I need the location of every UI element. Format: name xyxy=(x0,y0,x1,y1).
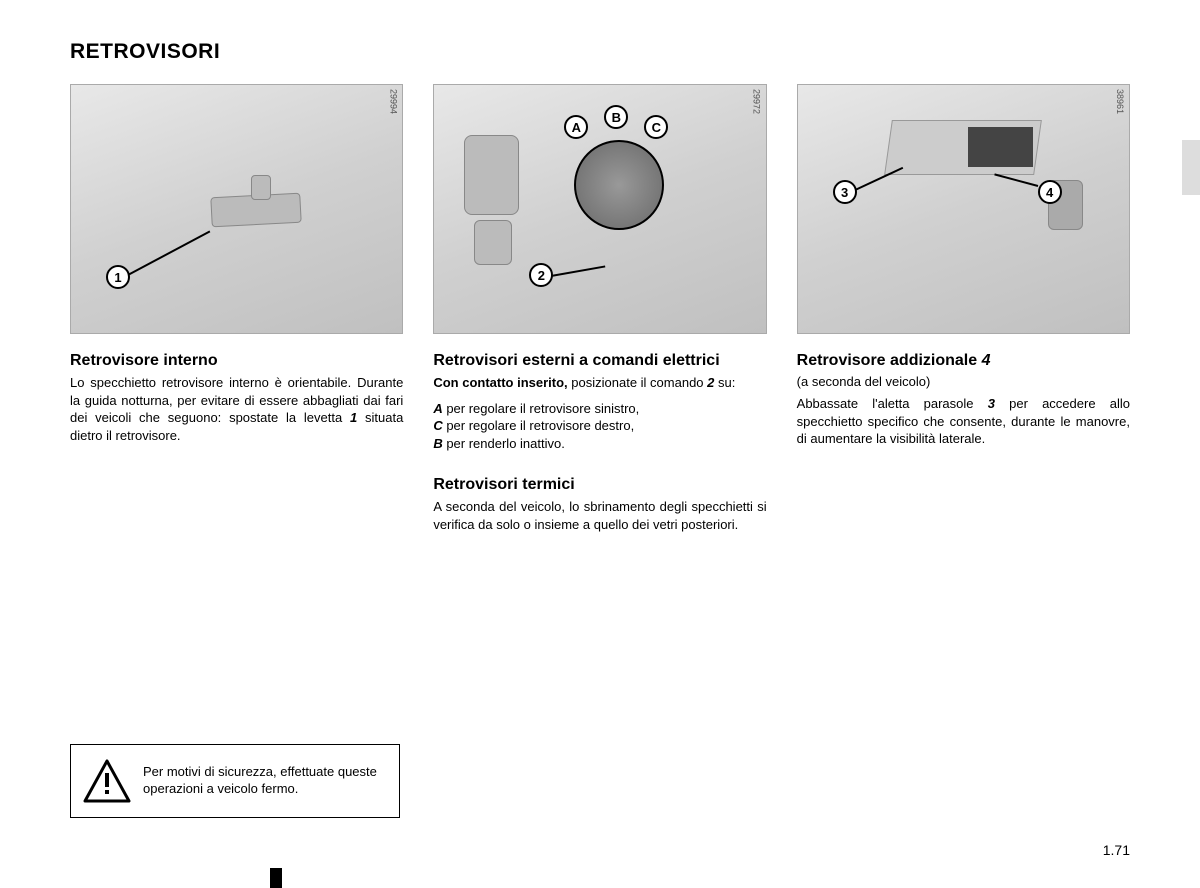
callout-3: 3 xyxy=(833,180,857,204)
ref-B: B xyxy=(433,436,442,451)
col2-lead-bold: Con contatto inserito, xyxy=(433,375,567,390)
figure-3-code: 38961 xyxy=(1115,89,1125,114)
col2-lead-end: su: xyxy=(714,375,735,390)
txt-C: per regolare il retrovisore destro, xyxy=(443,418,634,433)
column-2: 29972 A B C 2 Retrovisori esterni a coma… xyxy=(433,84,766,541)
column-3: 38961 3 4 Retrovisore addizionale 4 (a s… xyxy=(797,84,1130,541)
col2-heading1: Retrovisori esterni a comandi elettrici xyxy=(433,352,766,370)
col3-body-a: Abbassate l'aletta parasole xyxy=(797,396,988,411)
col3-heading: Retrovisore addizionale 4 xyxy=(797,352,1130,370)
page-side-tab xyxy=(1182,140,1200,195)
bottom-tick xyxy=(270,868,282,888)
warning-icon xyxy=(83,759,131,803)
col1-body: Lo specchietto retrovisore interno è ori… xyxy=(70,374,403,444)
figure-2: 29972 A B C 2 xyxy=(433,84,766,334)
txt-B: per renderlo inattivo. xyxy=(443,436,565,451)
callout-B: B xyxy=(604,105,628,129)
ref-A: A xyxy=(433,401,442,416)
page-title: RETROVISORI xyxy=(70,40,1130,64)
figure-1: 29994 1 xyxy=(70,84,403,334)
callout-C: C xyxy=(644,115,668,139)
warning-box: Per motivi di sicurezza, effettuate ques… xyxy=(70,744,400,818)
content-columns: 29994 1 Retrovisore interno Lo specchiet… xyxy=(70,84,1130,541)
col3-heading-ref: 4 xyxy=(982,352,991,369)
col3-body-ref: 3 xyxy=(988,396,995,411)
col3-sub: (a seconda del veicolo) xyxy=(797,374,1130,389)
figure-3: 38961 3 4 xyxy=(797,84,1130,334)
col2-line-c: C per regolare il retrovisore destro, xyxy=(433,417,766,435)
txt-A: per regolare il retrovisore sinistro, xyxy=(443,401,640,416)
warning-text: Per motivi di sicurezza, effettuate ques… xyxy=(143,764,387,798)
callout-2: 2 xyxy=(529,263,553,287)
callout-4: 4 xyxy=(1038,180,1062,204)
figure-1-code: 29994 xyxy=(388,89,398,114)
col1-heading: Retrovisore interno xyxy=(70,352,403,370)
col2-heading2: Retrovisori termici xyxy=(433,476,766,494)
callout-1: 1 xyxy=(106,265,130,289)
column-1: 29994 1 Retrovisore interno Lo specchiet… xyxy=(70,84,403,541)
col3-body: Abbassate l'aletta parasole 3 per accede… xyxy=(797,395,1130,448)
col2-lead: Con contatto inserito, posizionate il co… xyxy=(433,374,766,392)
figure-2-code: 29972 xyxy=(752,89,762,114)
col2-lead-tail: posizionate il comando xyxy=(568,375,707,390)
page-number: 1.71 xyxy=(1103,842,1130,858)
col2-line-b: B per renderlo inattivo. xyxy=(433,435,766,453)
ref-C: C xyxy=(433,418,442,433)
col2-line-a: A per regolare il retrovisore sinistro, xyxy=(433,400,766,418)
callout-A: A xyxy=(564,115,588,139)
col2-body2: A seconda del veicolo, lo sbrinamento de… xyxy=(433,498,766,533)
col3-heading-txt: Retrovisore addizionale xyxy=(797,352,982,369)
